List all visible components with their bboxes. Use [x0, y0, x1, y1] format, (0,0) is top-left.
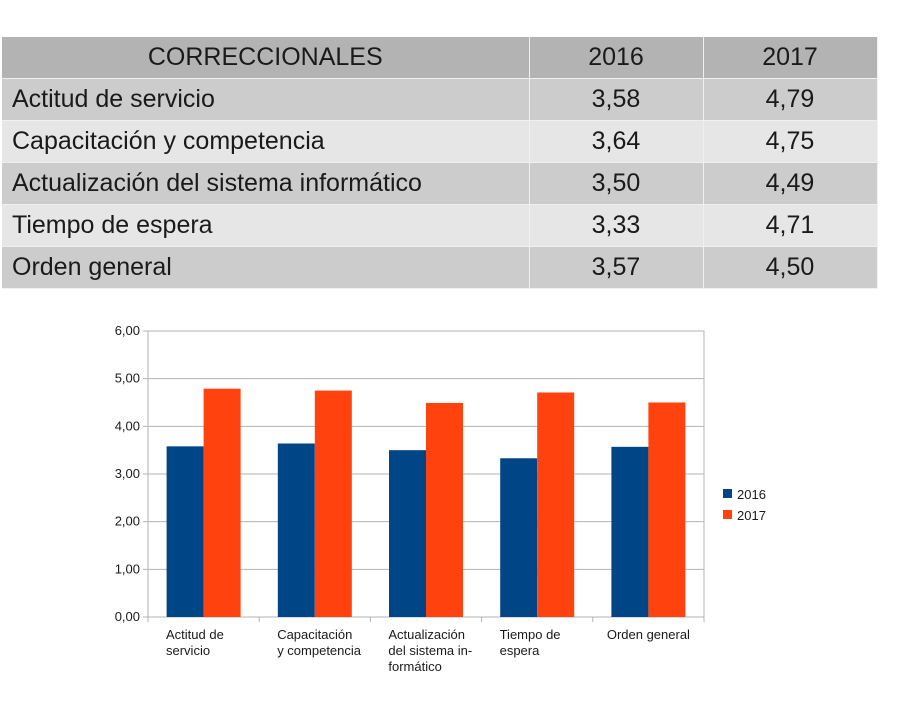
bar-2017: [314, 390, 352, 617]
y-tick-label: 6,00: [115, 323, 140, 338]
row-label: Tiempo de espera: [2, 204, 530, 247]
correccionales-table: CORRECCIONALES 2016 2017 Actitud de serv…: [2, 37, 878, 289]
bar-2017: [648, 402, 686, 617]
row-value-2017: 4,50: [703, 246, 878, 289]
x-tick-label: Tiempo de espera: [500, 627, 561, 658]
y-tick-label: 3,00: [115, 466, 140, 481]
row-label: Actualización del sistema informático: [2, 162, 530, 205]
header-correccionales: CORRECCIONALES: [2, 37, 530, 79]
row-value-2016: 3,50: [529, 162, 704, 205]
legend-label-2017: 2017: [737, 508, 766, 523]
x-tick-label: Orden general: [607, 627, 690, 642]
bar-2017: [426, 402, 463, 617]
row-value-2017: 4,71: [703, 204, 878, 247]
row-value-2016: 3,57: [529, 246, 704, 289]
row-value-2017: 4,49: [703, 162, 878, 205]
bar-2017: [537, 392, 575, 617]
table-row: Actitud de servicio 3,58 4,79: [2, 78, 878, 121]
bar-2016: [166, 446, 204, 617]
row-value-2017: 4,79: [703, 78, 878, 121]
row-label: Actitud de servicio: [2, 78, 530, 121]
table-row: Capacitación y competencia 3,64 4,75: [2, 120, 878, 163]
row-value-2016: 3,33: [529, 204, 704, 247]
row-value-2016: 3,58: [529, 78, 704, 121]
y-tick-label: 0,00: [115, 609, 140, 624]
bar-2016: [611, 446, 649, 617]
x-tick-label: Capacitación y competencia: [277, 627, 362, 658]
bar-2017: [203, 388, 241, 617]
header-2016: 2016: [529, 37, 704, 79]
x-tick-label: Actitud de servicio: [166, 627, 224, 658]
table-row: Actualización del sistema informático 3,…: [2, 162, 878, 205]
legend-swatch-2017: [723, 510, 732, 519]
bar-2016: [500, 458, 538, 617]
x-tick-label: Actualización del sistema in-formático: [388, 627, 472, 674]
row-label: Capacitación y competencia: [2, 120, 530, 163]
header-2017: 2017: [703, 37, 878, 79]
legend-label-2016: 2016: [737, 487, 766, 502]
y-tick-label: 4,00: [115, 418, 140, 433]
row-value-2017: 4,75: [703, 120, 878, 163]
row-value-2016: 3,64: [529, 120, 704, 163]
y-tick-label: 1,00: [115, 561, 140, 576]
bar-2016: [277, 443, 315, 617]
legend-swatch-2016: [723, 489, 732, 498]
row-label: Orden general: [2, 246, 530, 289]
bar-2016: [389, 450, 426, 617]
table-header-row: CORRECCIONALES 2016 2017: [2, 37, 878, 79]
y-tick-label: 5,00: [115, 371, 140, 386]
y-tick-label: 2,00: [115, 514, 140, 529]
table-row: Orden general 3,57 4,50: [2, 246, 878, 289]
table-row: Tiempo de espera 3,33 4,71: [2, 204, 878, 247]
